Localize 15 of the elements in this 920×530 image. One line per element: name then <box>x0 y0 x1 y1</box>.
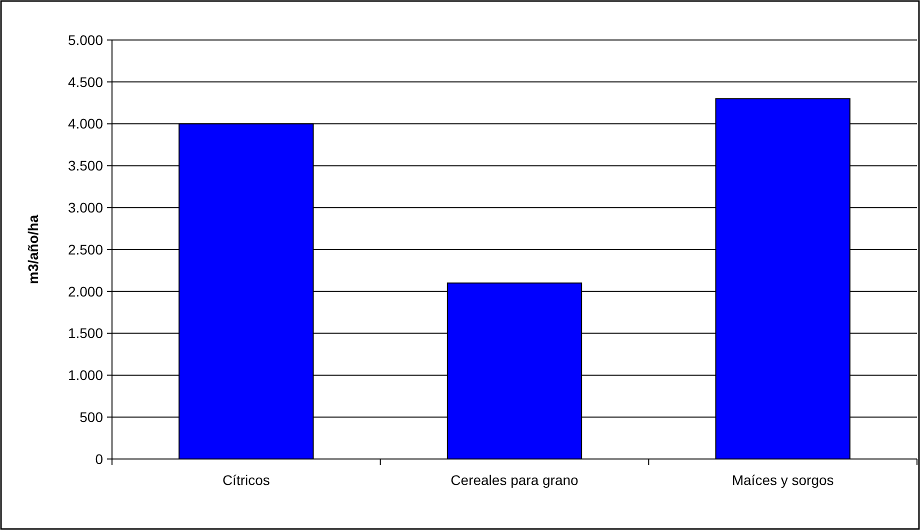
y-axis-title: m3/año/ha <box>25 214 41 284</box>
x-tick-label: Cítricos <box>222 472 270 488</box>
y-tick-label: 1.500 <box>68 325 104 342</box>
y-tick-label: 5.000 <box>68 32 104 48</box>
y-tick-label: 4.500 <box>68 74 104 90</box>
y-tick-label: 3.500 <box>68 158 104 174</box>
x-tick-label: Cereales para grano <box>450 472 579 488</box>
y-tick-label: 4.000 <box>68 116 104 132</box>
y-tick-label: 500 <box>80 409 104 425</box>
y-tick-label: 2.000 <box>68 283 104 300</box>
x-tick-label: Maíces y sorgos <box>732 472 834 488</box>
y-tick-label: 3.000 <box>68 200 104 216</box>
y-tick-label: 2.500 <box>68 241 104 258</box>
y-tick-label: 0 <box>95 450 104 467</box>
y-tick-label: 1.000 <box>68 367 104 384</box>
